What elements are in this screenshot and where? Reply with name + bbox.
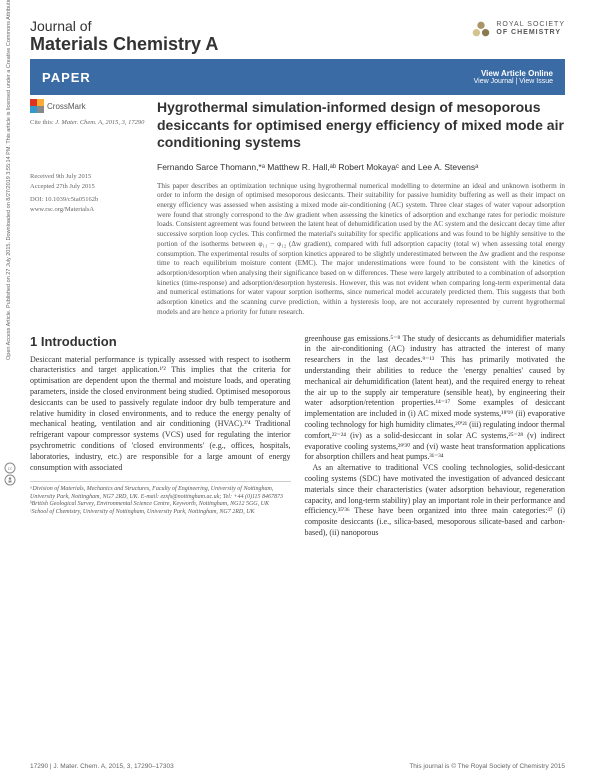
crossmark-icon bbox=[30, 99, 44, 113]
article-title: Hygrothermal simulation-informed design … bbox=[157, 99, 565, 152]
publisher-line1: ROYAL SOCIETY bbox=[496, 21, 565, 29]
cc-badge-icon: cc bbox=[4, 462, 16, 488]
view-journal-link[interactable]: View Journal | View Issue bbox=[474, 78, 553, 85]
footer-right: This journal is © The Royal Society of C… bbox=[409, 763, 565, 770]
intro-col1: Desiccant material performance is typica… bbox=[30, 355, 291, 474]
svg-text:cc: cc bbox=[8, 467, 13, 472]
journal-line2: Materials Chemistry A bbox=[30, 34, 218, 55]
publisher-logo: ROYAL SOCIETY OF CHEMISTRY bbox=[470, 18, 565, 40]
crossmark-badge[interactable]: CrossMark bbox=[30, 99, 145, 113]
crossmark-label: CrossMark bbox=[47, 102, 86, 111]
authors: Fernando Sarce Thomann,*ᵃ Matthew R. Hal… bbox=[157, 162, 565, 172]
publisher-line2: OF CHEMISTRY bbox=[496, 29, 565, 37]
citation: Cite this: J. Mater. Chem. A, 2015, 3, 1… bbox=[30, 119, 145, 127]
journal-title: Journal of Materials Chemistry A bbox=[30, 18, 218, 55]
view-article-online-link[interactable]: View Article Online bbox=[474, 69, 553, 78]
paper-label: PAPER bbox=[42, 70, 91, 85]
section-heading-intro: 1 Introduction bbox=[30, 334, 291, 349]
footer-left: 17290 | J. Mater. Chem. A, 2015, 3, 1729… bbox=[30, 763, 174, 770]
doi: DOI: 10.1039/c5ta05162b bbox=[30, 196, 145, 203]
journal-website[interactable]: www.rsc.org/MaterialsA bbox=[30, 206, 145, 213]
page-footer: 17290 | J. Mater. Chem. A, 2015, 3, 1729… bbox=[30, 763, 565, 770]
intro-col2: greenhouse gas emissions.⁵⁻⁸ The study o… bbox=[305, 334, 566, 539]
journal-line1: Journal of bbox=[30, 18, 218, 34]
open-access-side-text: Open Access Article. Published on 27 Jul… bbox=[6, 0, 12, 360]
article-dates: Received 9th July 2015 Accepted 27th Jul… bbox=[30, 172, 145, 190]
rsc-icon bbox=[470, 18, 492, 40]
paper-banner: PAPER View Article Online View Journal |… bbox=[30, 59, 565, 95]
abstract: This paper describes an optimization tec… bbox=[157, 182, 565, 318]
affiliations: ᵃDivision of Materials, Mechanics and St… bbox=[30, 481, 291, 516]
